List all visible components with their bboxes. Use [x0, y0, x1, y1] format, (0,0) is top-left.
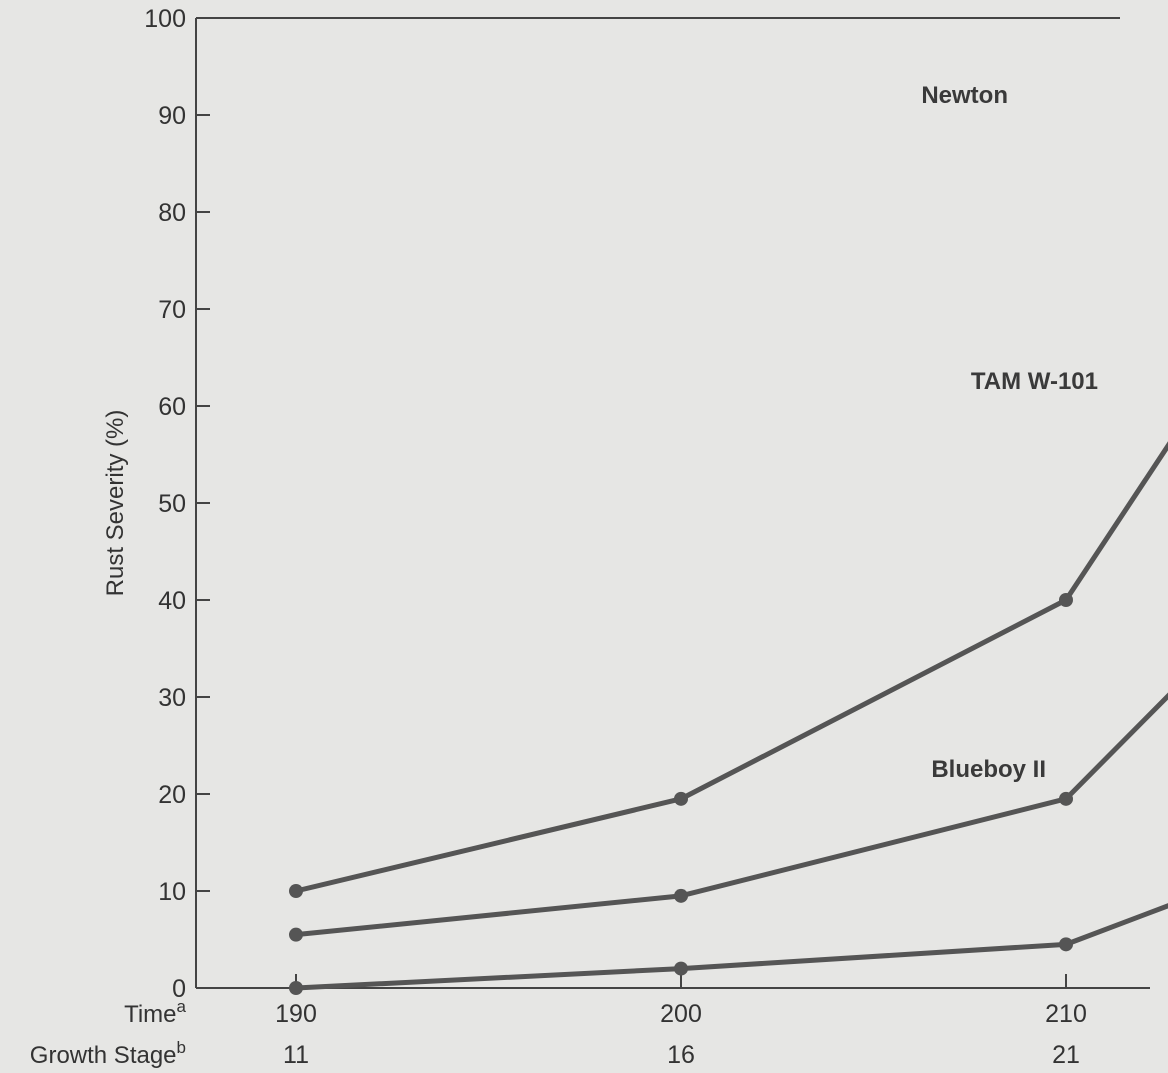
x-tick-label-growth-stage: 21	[1052, 1041, 1080, 1069]
series-line-tam-w-101	[295, 692, 1168, 938]
y-tick-label: 90	[158, 102, 186, 130]
y-tick-label: 80	[158, 199, 186, 227]
y-tick-label: 100	[144, 5, 186, 33]
data-point-newton	[1059, 593, 1073, 607]
x-ticks: 19011200162102122027	[275, 974, 1087, 1069]
data-point-tam-w-101	[674, 888, 688, 903]
x-tick-label-time: 200	[660, 1000, 702, 1028]
data-point-newton	[289, 884, 303, 898]
y-tick-label: 40	[158, 587, 186, 615]
data-point-tam-w-101	[289, 927, 303, 942]
y-tick-label: 60	[158, 393, 186, 421]
data-point-blueboy-ii	[674, 961, 688, 976]
series-label-blueboy-ii: Blueboy II	[931, 756, 1046, 783]
y-axis-title: Rust Severity (%)	[102, 410, 129, 597]
data-point-tam-w-101	[1059, 791, 1073, 806]
y-tick-label: 10	[158, 878, 186, 906]
x-tick-label-growth-stage: 11	[283, 1041, 309, 1069]
y-tick-label: 30	[158, 684, 186, 712]
series-group	[289, 441, 1168, 995]
data-point-blueboy-ii	[289, 981, 303, 995]
y-tick-label: 70	[158, 296, 186, 324]
x-tick-label-growth-stage: 16	[667, 1041, 695, 1069]
series-labels: Newton TAM W-101 Blueboy II	[921, 82, 1098, 783]
axes	[195, 17, 1150, 989]
y-tick-label: 50	[158, 490, 186, 518]
time-row-label: Timea	[124, 997, 186, 1028]
data-point-blueboy-ii	[1059, 937, 1073, 952]
x-tick-label-time: 210	[1045, 1000, 1087, 1028]
y-tick-label: 20	[158, 781, 186, 809]
series-label-tam-w-101: TAM W-101	[971, 368, 1098, 395]
y-ticks: 0 10 20 30 40 50 60 70 80 90 100	[144, 5, 210, 1003]
growth-stage-row-label: Growth Stageb	[30, 1038, 186, 1069]
data-point-newton	[674, 791, 688, 806]
series-label-newton: Newton	[921, 82, 1008, 109]
x-tick-label-time: 190	[275, 1000, 317, 1028]
y-tick-label: 0	[172, 975, 186, 1003]
series-line-blueboy-ii	[295, 903, 1168, 991]
series-line-newton	[295, 441, 1168, 894]
